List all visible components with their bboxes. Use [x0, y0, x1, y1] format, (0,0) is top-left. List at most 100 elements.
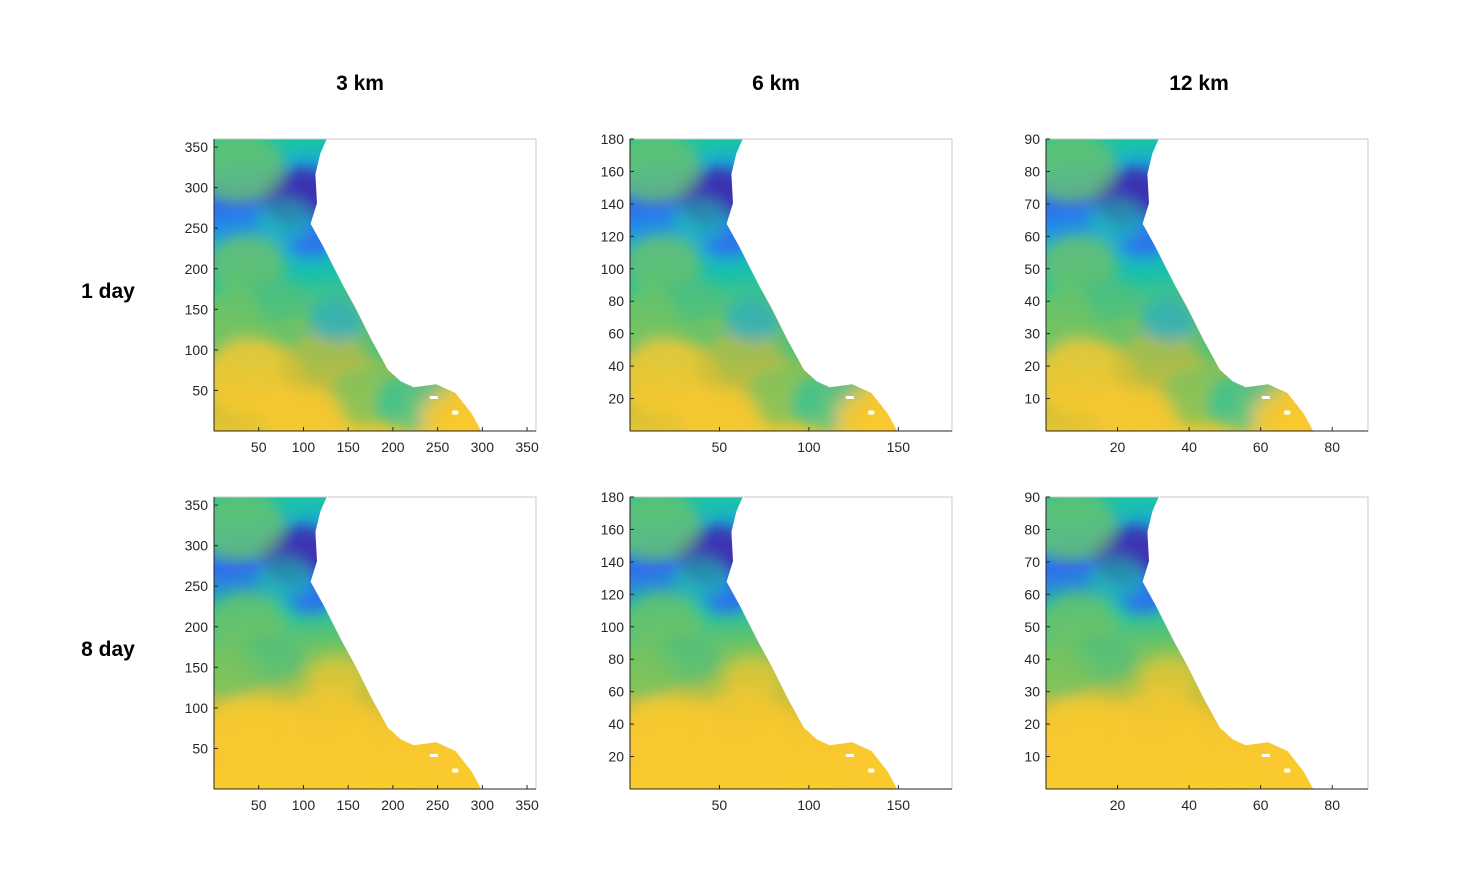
eddy-texture: [630, 497, 904, 789]
eddy-blob: [1088, 198, 1146, 243]
land-mask: [310, 139, 536, 431]
y-tick-label: 60: [608, 684, 624, 700]
y-tick-label: 250: [185, 220, 209, 236]
eddy-blob: [265, 386, 344, 431]
y-tick-label: 40: [1024, 293, 1040, 309]
column-title-12km: 12 km: [1169, 72, 1229, 95]
y-tick-label: 180: [601, 489, 625, 505]
y-tick-label: 150: [185, 301, 209, 317]
island: [897, 762, 903, 767]
x-tick-label: 50: [712, 439, 728, 455]
y-tick-label: 40: [1024, 651, 1040, 667]
x-tick-label: 100: [797, 439, 821, 455]
y-tick-label: 70: [1024, 554, 1040, 570]
y-tick-label: 140: [601, 554, 625, 570]
y-tick-label: 80: [608, 651, 624, 667]
island: [1284, 410, 1291, 415]
x-tick-label: 100: [292, 439, 316, 455]
x-tick-label: 200: [381, 439, 405, 455]
eddy-blob: [723, 656, 781, 701]
x-tick-label: 20: [1110, 797, 1126, 813]
column-title-6km: 6 km: [752, 72, 800, 95]
eddy-texture: [630, 139, 904, 431]
eddy-blob: [214, 497, 286, 562]
island: [1261, 395, 1270, 399]
x-tick-label: 80: [1324, 439, 1340, 455]
x-tick-label: 50: [251, 439, 267, 455]
y-tick-label: 350: [185, 497, 209, 513]
x-tick-label: 80: [1324, 797, 1340, 813]
x-tick-label: 150: [336, 439, 360, 455]
island: [906, 419, 912, 425]
y-tick-label: 60: [1024, 228, 1040, 244]
y-tick-label: 50: [192, 382, 208, 398]
y-tick-label: 100: [601, 619, 625, 635]
eddy-blob: [1139, 656, 1197, 701]
island: [481, 762, 487, 767]
land-mask: [1142, 139, 1368, 431]
eddy-blob: [214, 647, 263, 698]
y-tick-label: 50: [1024, 261, 1040, 277]
heatmap-plot: 20 40 60 80 10 20 30 40 50 60 70 80 90: [1024, 489, 1369, 813]
y-tick-label: 120: [601, 586, 625, 602]
y-tick-label: 160: [601, 163, 625, 179]
x-tick-label: 60: [1253, 439, 1269, 455]
land-mask: [726, 139, 952, 431]
heatmap-plot: 50 100 150 20 40 60 80 100 120 140 160 180: [601, 489, 953, 813]
eddy-texture: [214, 139, 488, 431]
y-tick-label: 30: [1024, 326, 1040, 342]
x-tick-label: 250: [426, 797, 450, 813]
y-tick-label: 30: [1024, 684, 1040, 700]
island: [868, 768, 875, 773]
eddy-blob: [307, 298, 365, 343]
y-tick-label: 90: [1024, 489, 1040, 505]
island: [481, 404, 487, 409]
x-tick-label: 40: [1181, 439, 1197, 455]
eddy-blob: [630, 139, 702, 204]
eddy-blob: [1046, 647, 1095, 698]
y-tick-label: 20: [1024, 716, 1040, 732]
y-tick-label: 40: [608, 716, 624, 732]
x-tick-label: 300: [471, 797, 495, 813]
island: [1313, 404, 1319, 409]
y-tick-label: 20: [608, 391, 624, 407]
island: [1322, 777, 1328, 783]
y-tick-label: 300: [185, 180, 209, 196]
y-tick-label: 60: [608, 326, 624, 342]
x-tick-label: 150: [887, 439, 911, 455]
island: [429, 395, 438, 399]
column-title-3km: 3 km: [336, 72, 384, 95]
heatmap-panel: 50 100 150 200 250 300 350 50 100 150 200 250 300 350: [185, 496, 539, 813]
land-mask: [310, 497, 536, 789]
y-tick-label: 40: [608, 358, 624, 374]
heatmap-panel: 50 100 150 20 40 60 80 100 120 140 160 180: [601, 131, 953, 455]
x-tick-label: 250: [426, 439, 450, 455]
y-tick-label: 80: [608, 293, 624, 309]
y-tick-label: 20: [608, 749, 624, 765]
eddy-blob: [1088, 556, 1146, 601]
y-tick-label: 200: [185, 261, 209, 277]
y-tick-label: 350: [185, 139, 209, 155]
eddy-blob: [630, 289, 679, 340]
eddy-blob: [1046, 139, 1118, 204]
y-tick-label: 100: [185, 342, 209, 358]
x-tick-label: 40: [1181, 797, 1197, 813]
x-tick-label: 100: [292, 797, 316, 813]
x-tick-label: 20: [1110, 439, 1126, 455]
y-tick-label: 10: [1024, 391, 1040, 407]
island: [868, 410, 875, 415]
x-tick-label: 100: [797, 797, 821, 813]
eddy-blob: [681, 386, 760, 431]
x-tick-label: 350: [515, 797, 539, 813]
x-tick-label: 50: [251, 797, 267, 813]
island: [845, 395, 854, 399]
y-tick-label: 100: [185, 700, 209, 716]
y-tick-label: 10: [1024, 749, 1040, 765]
island: [490, 777, 496, 783]
y-tick-label: 80: [1024, 521, 1040, 537]
heatmap-panel: 50 100 150 200 250 300 350 50 100 150 200 250 300 350: [185, 138, 539, 455]
x-tick-label: 150: [887, 797, 911, 813]
island: [845, 753, 854, 757]
y-tick-label: 120: [601, 228, 625, 244]
eddy-blob: [1046, 289, 1095, 340]
